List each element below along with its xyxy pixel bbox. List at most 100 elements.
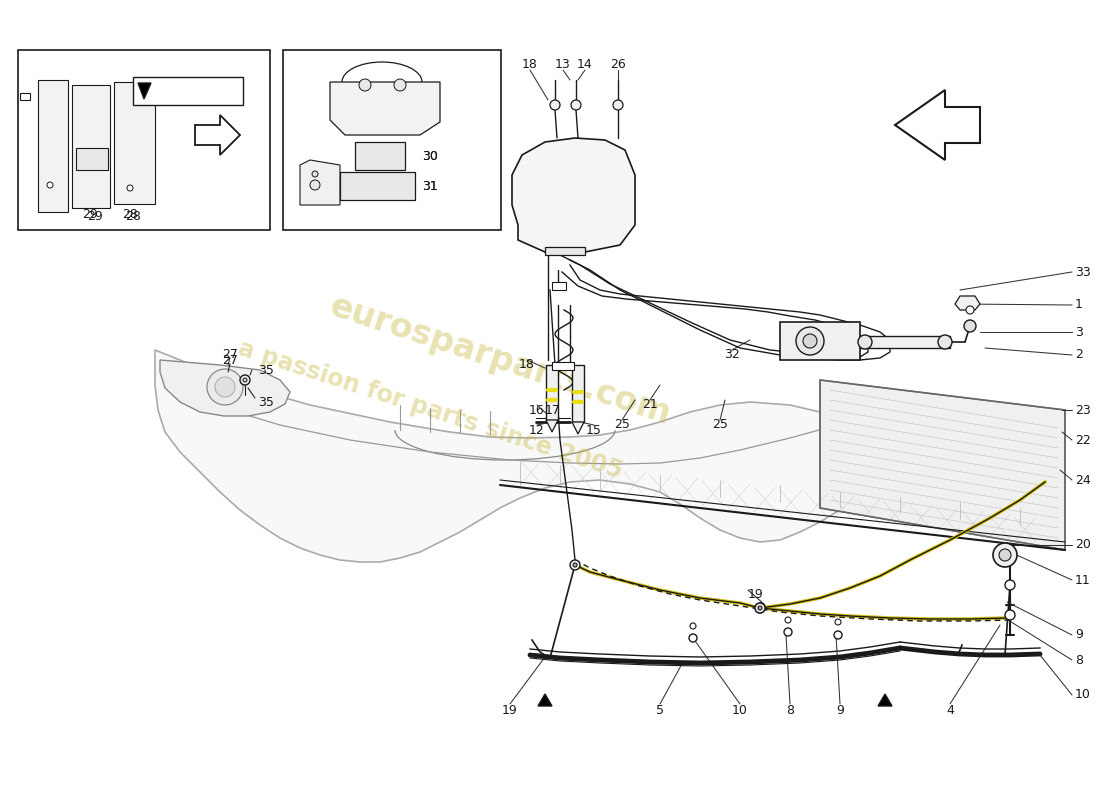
Bar [340,172,415,200]
Circle shape [690,623,696,629]
Bar [283,50,500,230]
Text: 30: 30 [422,150,438,162]
Text: 26: 26 [610,58,626,71]
Circle shape [938,335,952,349]
Polygon shape [114,82,155,204]
Bar [546,365,558,420]
Polygon shape [330,82,440,135]
Circle shape [207,369,243,405]
Text: 19: 19 [502,703,518,717]
Text: 11: 11 [1075,574,1091,586]
Text: 13: 13 [556,58,571,71]
Circle shape [550,100,560,110]
Text: 8: 8 [1075,654,1084,666]
Text: 28: 28 [122,209,138,222]
Circle shape [689,634,697,642]
Polygon shape [955,296,980,310]
Bar [355,142,405,170]
Text: 21: 21 [642,398,658,411]
Bar [552,282,567,290]
Circle shape [359,79,371,91]
Circle shape [1005,580,1015,590]
Text: 27: 27 [222,354,238,366]
Text: 3: 3 [1075,326,1082,338]
Circle shape [126,185,133,191]
Text: a passion for parts since 2005: a passion for parts since 2005 [234,336,625,484]
Bar [552,362,574,370]
Text: 18: 18 [522,58,538,71]
Circle shape [570,560,580,570]
Text: 20: 20 [1075,538,1091,551]
Circle shape [999,549,1011,561]
Text: 28: 28 [125,210,141,223]
Text: 9: 9 [1075,629,1082,642]
Polygon shape [72,85,110,208]
Text: 17: 17 [546,403,561,417]
Polygon shape [538,694,552,706]
Text: 32: 32 [724,349,740,362]
Circle shape [47,182,53,188]
Text: 9: 9 [836,703,844,717]
Text: 1: 1 [1075,298,1082,311]
Circle shape [214,377,235,397]
Circle shape [755,603,764,613]
Text: 4: 4 [946,703,954,717]
Circle shape [803,334,817,348]
Circle shape [966,306,974,314]
Circle shape [240,375,250,385]
Circle shape [835,619,842,625]
Polygon shape [195,115,240,155]
Polygon shape [895,90,980,160]
Circle shape [243,378,248,382]
Polygon shape [512,138,635,252]
Text: eurosparparts.com: eurosparparts.com [326,289,674,431]
Circle shape [993,543,1018,567]
Text: = 34: = 34 [155,84,188,98]
Polygon shape [300,160,340,205]
Polygon shape [138,83,151,99]
Polygon shape [39,80,68,212]
Bar [18,50,270,230]
Text: 29: 29 [82,209,98,222]
Polygon shape [160,360,290,416]
Text: 10: 10 [733,703,748,717]
Polygon shape [572,422,584,434]
Text: 2: 2 [1075,349,1082,362]
Text: 14: 14 [578,58,593,71]
Text: 10: 10 [1075,689,1091,702]
Circle shape [310,180,320,190]
Circle shape [613,100,623,110]
Text: 25: 25 [712,418,728,431]
Circle shape [858,335,872,349]
Text: 33: 33 [1075,266,1091,278]
Bar [572,365,584,422]
Bar [860,336,950,348]
Circle shape [964,320,976,332]
Text: 16: 16 [529,403,544,417]
Polygon shape [878,694,892,706]
Bar [544,247,585,255]
Text: 29: 29 [87,210,103,223]
Circle shape [573,563,578,567]
Text: 18: 18 [519,358,535,371]
Text: 15: 15 [586,423,602,437]
Text: 35: 35 [258,395,274,409]
Circle shape [394,79,406,91]
Bar [20,93,30,100]
Text: 24: 24 [1075,474,1091,486]
Text: 23: 23 [1075,403,1091,417]
Bar [133,77,243,105]
Text: 22: 22 [1075,434,1091,446]
Bar [780,322,860,360]
Text: 35: 35 [258,363,274,377]
Circle shape [785,617,791,623]
Text: 8: 8 [786,703,794,717]
Polygon shape [820,380,1065,550]
Circle shape [312,171,318,177]
Polygon shape [155,350,860,562]
Text: 31: 31 [422,179,438,193]
Bar [76,148,108,170]
Text: 12: 12 [529,423,544,437]
Circle shape [784,628,792,636]
Text: 19: 19 [748,589,763,602]
